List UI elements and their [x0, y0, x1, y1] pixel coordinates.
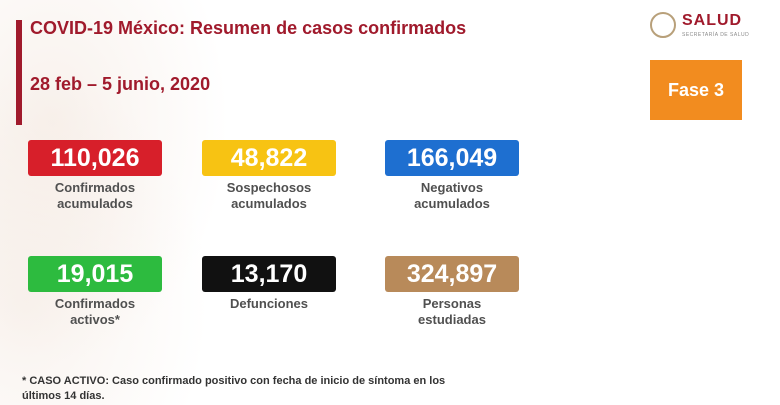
stat-label-line: Sospechosos	[226, 180, 312, 195]
footnote-line: * CASO ACTIVO: Caso confirmado positivo …	[22, 375, 446, 387]
stat-confirmados-acumulados: 110,026 Confirmados acumulados	[28, 140, 162, 212]
stat-defunciones: 13,170 Defunciones	[202, 256, 336, 312]
stat-value: 19,015	[28, 256, 162, 292]
accent-bar	[16, 20, 22, 125]
footnote-line: últimos 14 días.	[22, 390, 105, 402]
stat-label-line: Defunciones	[229, 296, 308, 311]
stat-label: Sospechosos acumulados	[202, 180, 336, 212]
stat-personas-estudiadas: 324,897 Personas estudiadas	[385, 256, 519, 328]
seal-icon	[650, 12, 676, 38]
stat-label-line: activos*	[70, 312, 120, 327]
stat-label-line: Negativos	[420, 180, 484, 195]
stat-label-line: acumulados	[414, 196, 490, 211]
stat-label: Confirmados acumulados	[28, 180, 162, 212]
stat-confirmados-activos: 19,015 Confirmados activos*	[28, 256, 162, 328]
salud-logo: SALUD SECRETARÍA DE SALUD	[650, 10, 760, 44]
logo-subtext: SECRETARÍA DE SALUD	[682, 32, 750, 38]
stat-label-line: Confirmados	[54, 296, 136, 311]
stat-value: 110,026	[28, 140, 162, 176]
stat-value: 166,049	[385, 140, 519, 176]
stat-label-line: Confirmados	[54, 180, 136, 195]
footnote: * CASO ACTIVO: Caso confirmado positivo …	[22, 374, 522, 404]
stat-label: Defunciones	[202, 296, 336, 312]
date-range: 28 feb – 5 junio, 2020	[30, 74, 211, 94]
stat-value: 13,170	[202, 256, 336, 292]
phase-badge: Fase 3	[650, 60, 742, 120]
stat-value: 324,897	[385, 256, 519, 292]
stat-label: Negativos acumulados	[385, 180, 519, 212]
background-pattern	[0, 0, 260, 405]
page-title: COVID-19 México: Resumen de casos confir…	[30, 18, 467, 38]
stat-label-line: acumulados	[57, 196, 133, 211]
stat-label-line: estudiadas	[418, 312, 486, 327]
stat-label: Personas estudiadas	[385, 296, 519, 328]
stat-negativos-acumulados: 166,049 Negativos acumulados	[385, 140, 519, 212]
stat-label-line: Personas	[422, 296, 482, 311]
logo-text: SALUD	[682, 12, 743, 29]
stat-value: 48,822	[202, 140, 336, 176]
stat-sospechosos-acumulados: 48,822 Sospechosos acumulados	[202, 140, 336, 212]
stat-label: Confirmados activos*	[28, 296, 162, 328]
stat-label-line: acumulados	[231, 196, 307, 211]
